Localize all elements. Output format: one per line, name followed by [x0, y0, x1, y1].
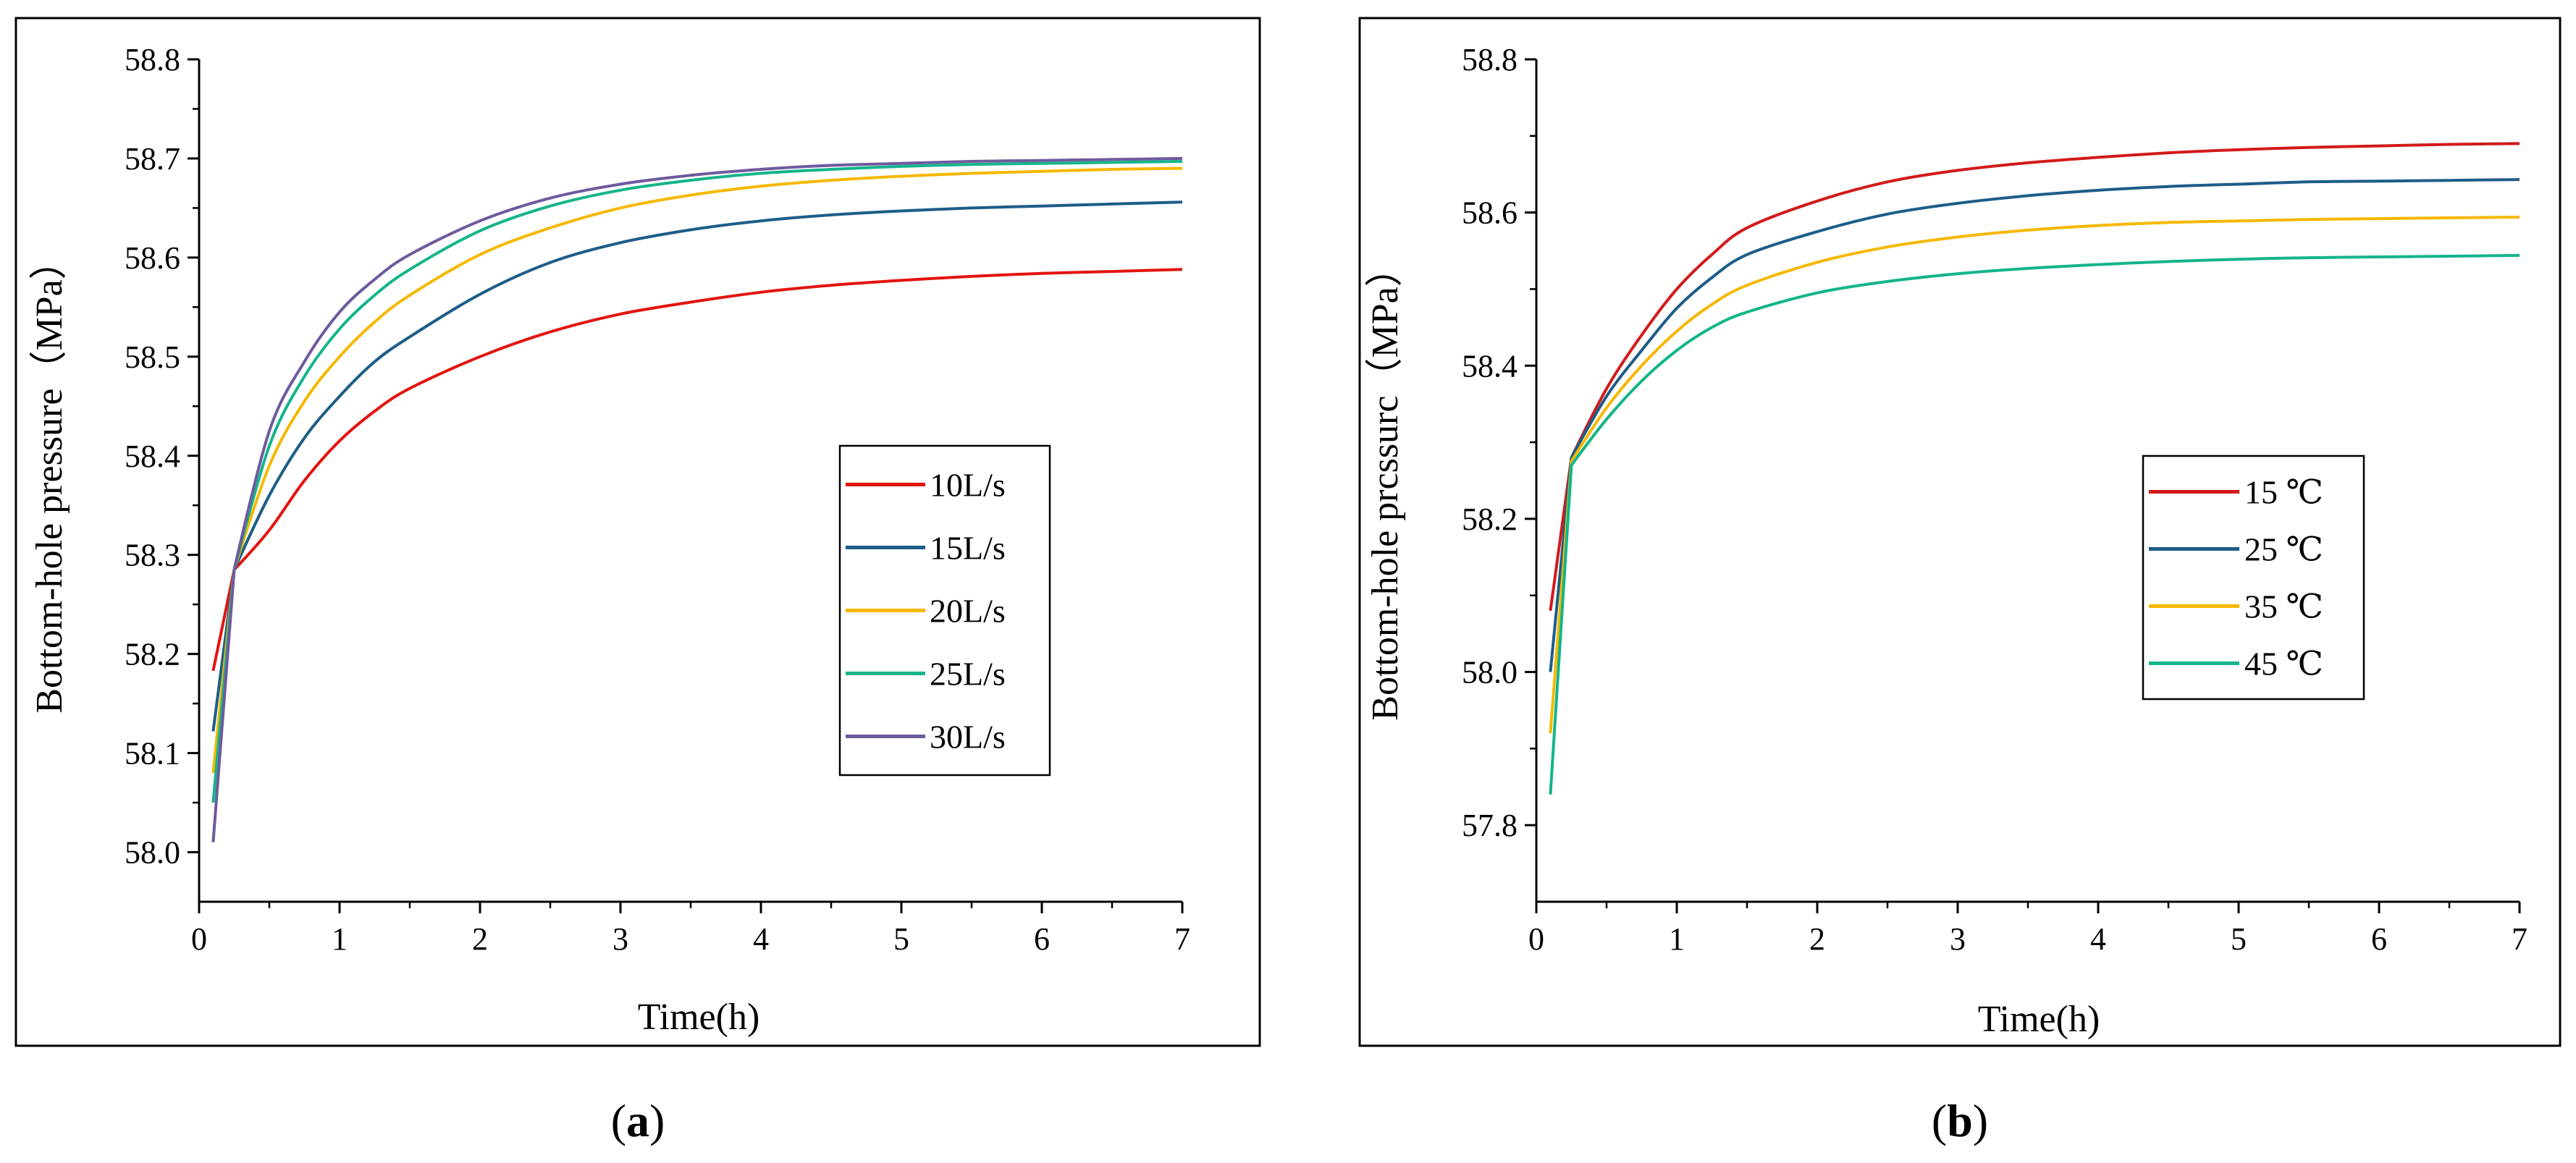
y-tick-label: 58.8 [1462, 42, 1518, 77]
x-tick-label: 5 [893, 921, 909, 957]
x-tick-label: 3 [1950, 921, 1966, 957]
legend-label: 25 ℃ [2244, 531, 2323, 568]
x-tick-label: 0 [191, 921, 207, 957]
y-tick-label: 58.0 [125, 835, 180, 871]
series-line-2 [211, 200, 1183, 732]
y-tick-label: 58.0 [1462, 655, 1518, 690]
series-line-4 [211, 160, 1183, 803]
y-axis-label: Bottom-hole pressure（MPa） [29, 242, 70, 713]
legend-box [2142, 454, 2365, 701]
y-axis-label: Bottom-hole prcssurc（MPa） [1365, 249, 1406, 720]
x-tick-label: 2 [472, 921, 488, 957]
chart-a: Bottom-hole pressure（MPa） Time(h) (a) 0 1… [29, 42, 1190, 1146]
x-tick-label: 7 [1174, 921, 1190, 957]
y-tick-label: 58.2 [125, 637, 180, 672]
y-tick-label: 58.4 [125, 439, 180, 474]
legend-label: 35 ℃ [2244, 588, 2323, 625]
series-line-3 [1549, 216, 2520, 734]
legend-label: 25L/s [930, 656, 1006, 693]
panel-label-a: (a) [611, 1095, 665, 1146]
x-tick-label: 1 [332, 921, 348, 957]
x-axis-label: Time(h) [1978, 999, 2100, 1040]
x-tick-label: 0 [1528, 921, 1544, 957]
series-line-1 [211, 268, 1183, 672]
series-line-1 [1549, 142, 2520, 612]
y-tick-label: 57.8 [1462, 808, 1518, 843]
y-tick-label: 58.8 [125, 42, 180, 77]
x-tick-label: 3 [613, 921, 628, 957]
y-tick-label: 58.2 [1462, 502, 1518, 537]
legend-label: 45 ℃ [2244, 646, 2323, 682]
legend-label: 30L/s [930, 719, 1006, 756]
legend-label: 20L/s [930, 593, 1006, 630]
panel-label-b-letter: b [1947, 1095, 1973, 1146]
x-tick-label: 1 [1669, 921, 1685, 957]
x-tick-label: 6 [1034, 921, 1050, 957]
x-tick-label: 6 [2371, 921, 2387, 957]
x-tick-label: 5 [2231, 921, 2247, 957]
y-tick-label: 58.1 [125, 736, 180, 771]
y-tick-label: 58.7 [125, 141, 180, 177]
x-tick-label: 4 [2090, 921, 2106, 957]
panel-b-frame [1358, 17, 2562, 1047]
series-line-3 [211, 166, 1183, 774]
x-tick-label: 2 [1809, 921, 1825, 957]
panel-label-a-letter: a [626, 1095, 649, 1146]
panel-a-frame [14, 17, 1261, 1047]
y-tick-label: 58.4 [1462, 348, 1518, 384]
y-tick-label: 58.6 [1462, 195, 1518, 231]
legend-label: 15L/s [930, 530, 1006, 567]
x-tick-label: 7 [2512, 921, 2527, 957]
legend-label: 10L/s [930, 467, 1006, 504]
y-tick-label: 58.5 [125, 339, 180, 375]
chart-b: Bottom-hole prcssurc（MPa） Time(h) (b) 0 1… [1365, 42, 2527, 1146]
series-line-4 [1549, 253, 2520, 795]
y-tick-label: 58.6 [125, 240, 180, 276]
panel-label-b: (b) [1932, 1095, 1988, 1146]
legend-label: 15 ℃ [2244, 474, 2323, 511]
x-axis-label: Time(h) [638, 997, 760, 1038]
x-tick-label: 4 [753, 921, 769, 957]
y-tick-label: 58.3 [125, 538, 180, 573]
series-line-2 [1549, 178, 2520, 672]
series-line-5 [211, 156, 1183, 842]
